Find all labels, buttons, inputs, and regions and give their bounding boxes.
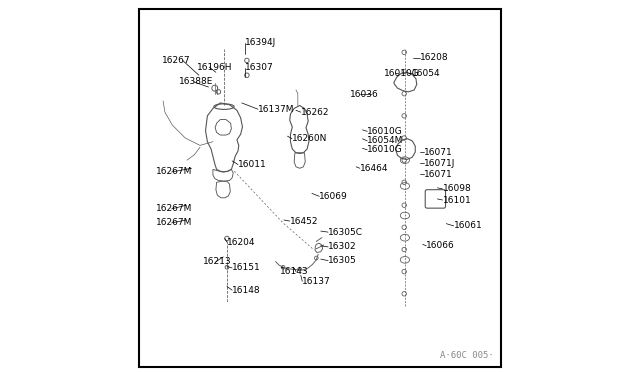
Text: 16010G: 16010G bbox=[367, 127, 403, 136]
Text: 16262: 16262 bbox=[301, 108, 330, 117]
Text: 16196H: 16196H bbox=[197, 62, 233, 72]
Text: 16307: 16307 bbox=[245, 63, 274, 72]
Text: 16452: 16452 bbox=[290, 217, 318, 225]
Text: 16036: 16036 bbox=[350, 90, 379, 99]
Text: 16267M: 16267M bbox=[156, 167, 192, 176]
Text: 16071: 16071 bbox=[424, 148, 453, 157]
Text: 16302: 16302 bbox=[328, 243, 356, 251]
Text: 16305C: 16305C bbox=[328, 228, 363, 237]
Text: 16066: 16066 bbox=[426, 241, 455, 250]
Text: 16151: 16151 bbox=[232, 263, 261, 272]
Text: 16305: 16305 bbox=[328, 256, 357, 265]
Text: 16071J: 16071J bbox=[424, 158, 456, 168]
Text: 16137: 16137 bbox=[302, 277, 331, 286]
Text: 16143: 16143 bbox=[280, 267, 308, 276]
Text: 16137M: 16137M bbox=[258, 105, 294, 114]
Text: 16388E: 16388E bbox=[179, 77, 213, 86]
Text: 16213: 16213 bbox=[203, 257, 231, 266]
Text: 16394J: 16394J bbox=[245, 38, 276, 47]
Text: 16464: 16464 bbox=[360, 164, 388, 173]
Text: 16054M: 16054M bbox=[367, 137, 404, 145]
Text: 16101: 16101 bbox=[443, 196, 471, 205]
Text: 16054: 16054 bbox=[412, 69, 440, 78]
Text: 16204: 16204 bbox=[227, 238, 255, 247]
Text: 16148: 16148 bbox=[232, 286, 260, 295]
Text: 16069: 16069 bbox=[319, 192, 348, 201]
Text: 16267M: 16267M bbox=[156, 218, 192, 227]
Text: 16011: 16011 bbox=[238, 160, 267, 169]
Text: 16010G: 16010G bbox=[383, 69, 419, 78]
Text: 16267: 16267 bbox=[162, 56, 191, 65]
Text: 16267M: 16267M bbox=[156, 204, 192, 214]
Text: 16098: 16098 bbox=[443, 185, 471, 193]
Text: 16260N: 16260N bbox=[292, 134, 327, 143]
Text: 16061: 16061 bbox=[454, 221, 483, 230]
Text: 16010G: 16010G bbox=[367, 145, 403, 154]
Text: 16071: 16071 bbox=[424, 170, 453, 179]
Text: 16208: 16208 bbox=[420, 53, 448, 62]
Text: A·60C 005·: A·60C 005· bbox=[440, 350, 493, 359]
